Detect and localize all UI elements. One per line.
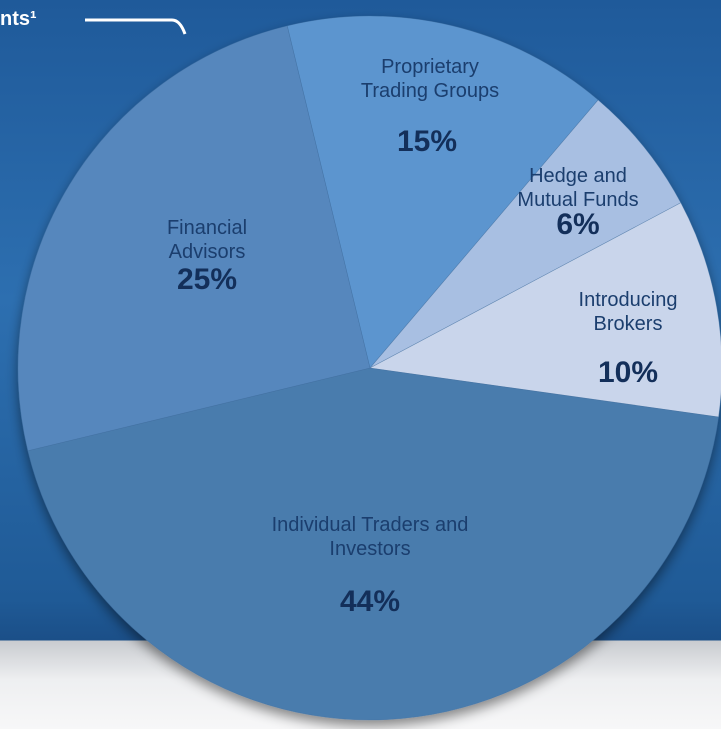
chart-title: nts¹ — [0, 8, 37, 30]
slice-label: Introducing Brokers — [578, 289, 678, 335]
slice-value-label: 6% — [556, 208, 600, 241]
pie-slice — [369, 99, 682, 369]
pie-slice — [27, 367, 719, 721]
slice-label: Hedge and Mutual Funds — [517, 165, 639, 211]
pie — [17, 15, 721, 721]
connector-line — [85, 18, 187, 35]
slice-value-label: 44% — [339, 585, 401, 618]
slice-label: Proprietary Trading Groups — [360, 56, 500, 102]
pie-slice — [286, 15, 599, 369]
slice-label: Financial Advisors — [166, 217, 248, 263]
slice-value-label: 15% — [396, 125, 458, 158]
slice-value-label: 25% — [176, 263, 238, 296]
pie-slice — [17, 25, 371, 452]
slice-label: Individual Traders and Investors — [271, 514, 469, 560]
slice-value-label: 10% — [597, 356, 659, 389]
